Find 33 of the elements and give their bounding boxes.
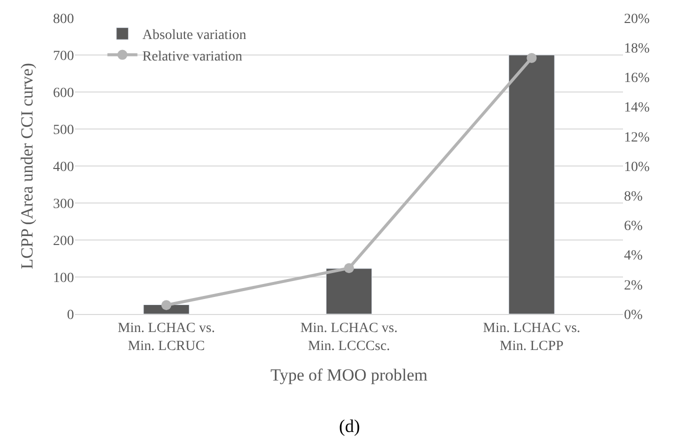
y-tick-label: 600 [53, 86, 74, 101]
y-tick-label: 200 [53, 234, 74, 249]
bar [326, 268, 372, 314]
text: (d) [339, 416, 360, 436]
y2-tick-label: 12% [624, 130, 650, 146]
y-tick-label: 700 [53, 48, 74, 64]
y-tick-label: 100 [53, 270, 74, 286]
y2-tick-label: 8% [624, 190, 643, 204]
x-tick-label: Min. LCHAC vs. Min. LCPP [483, 320, 580, 354]
y2-tick-label: 20% [624, 12, 650, 27]
x-axis-title: Type of MOO problem [270, 365, 428, 384]
point [344, 263, 354, 274]
y-tick-label: 500 [53, 122, 74, 138]
x-tick-label: Min. LCHAC vs. Min. LCCCsc. [300, 320, 398, 354]
point [161, 300, 172, 310]
y2-tick-label: 0% [624, 308, 643, 323]
legend-label: Absolute variation [142, 28, 246, 44]
y-axis-title: LCPP (Area under CCI curve) [18, 62, 37, 270]
y2-tick-label: 14% [624, 100, 650, 116]
bar [508, 54, 555, 314]
y-tick-label: 400 [53, 160, 74, 175]
y2-tick-label: 18% [624, 42, 650, 56]
y2-tick-label: 4% [624, 248, 643, 264]
y-tick-label: 300 [53, 196, 74, 212]
point [526, 52, 537, 63]
y2-tick-label: 16% [624, 71, 650, 86]
x-tick-label: Min. LCHAC vs. Min. LCRUC [118, 320, 215, 354]
legend-label: Relative variation [142, 49, 242, 64]
y2-tick-label: 10% [624, 160, 650, 175]
y2-tick-label: 6% [624, 219, 643, 234]
y-tick-label: 800 [53, 12, 74, 27]
y-tick-label: 0 [67, 308, 74, 323]
y2-tick-label: 2% [624, 278, 643, 294]
